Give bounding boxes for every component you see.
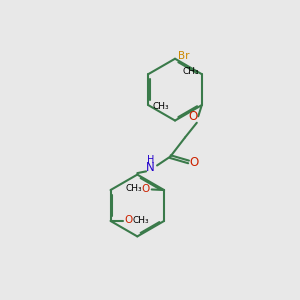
Text: O: O: [190, 156, 199, 169]
Text: O: O: [125, 215, 133, 225]
Text: O: O: [188, 110, 198, 123]
Text: CH₃: CH₃: [132, 216, 149, 225]
Text: O: O: [142, 184, 150, 194]
Text: CH₃: CH₃: [126, 184, 142, 194]
Text: CH₃: CH₃: [182, 67, 199, 76]
Text: N: N: [146, 161, 154, 174]
Text: H: H: [147, 154, 154, 165]
Text: Br: Br: [178, 51, 189, 61]
Text: CH₃: CH₃: [152, 102, 169, 111]
